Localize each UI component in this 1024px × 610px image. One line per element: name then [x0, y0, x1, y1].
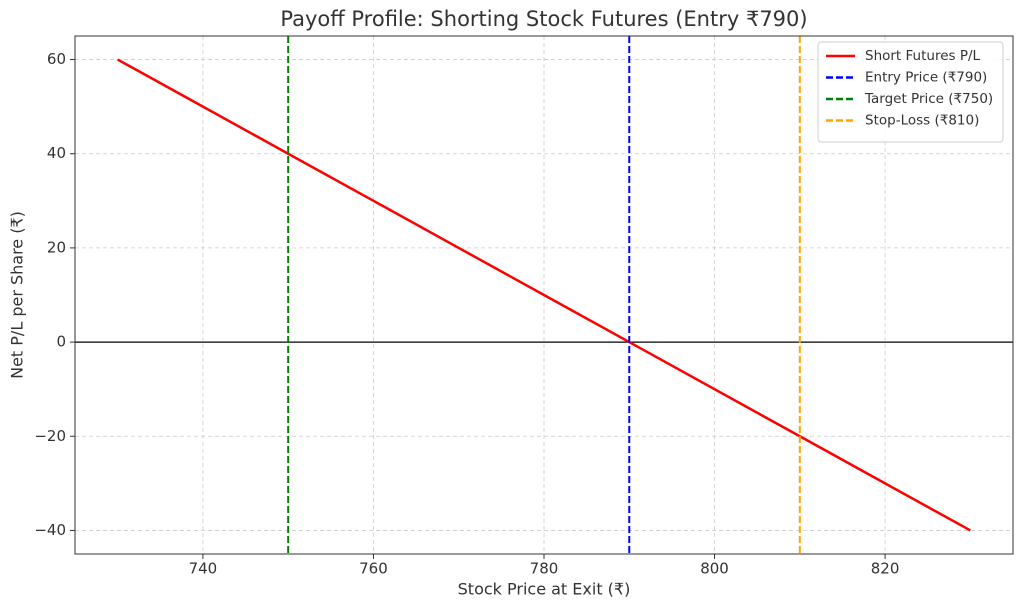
y-tick-label: 40	[47, 144, 66, 162]
legend: Short Futures P/L Entry Price (₹790) Targe…	[817, 41, 1004, 143]
y-tick-label: 60	[47, 50, 66, 68]
x-tick-label: 800	[700, 560, 729, 578]
legend-label: Target Price (₹750)	[864, 91, 993, 107]
legend-box	[817, 41, 1004, 143]
y-axis-label: Net P/L per Share (₹)	[8, 211, 27, 379]
chart-title: Payoff Profile: Shorting Stock Futures (…	[280, 7, 807, 31]
legend-label: Short Futures P/L	[865, 48, 981, 64]
x-tick-label: 740	[189, 560, 218, 578]
y-tick-label: 20	[47, 238, 66, 256]
legend-label: Stop-Loss (₹810)	[865, 113, 979, 129]
x-tick-label: 820	[871, 560, 900, 578]
plot-frame	[74, 35, 1014, 555]
y-tick-label: −40	[34, 521, 66, 539]
legend-label: Entry Price (₹790)	[865, 70, 987, 86]
y-tick-label: 0	[56, 333, 66, 351]
y-tick-label: −20	[34, 427, 66, 445]
x-tick-label: 760	[359, 560, 388, 578]
series-line	[117, 58, 971, 532]
x-tick-label: 780	[530, 560, 559, 578]
x-axis-label: Stock Price at Exit (₹)	[458, 580, 631, 599]
